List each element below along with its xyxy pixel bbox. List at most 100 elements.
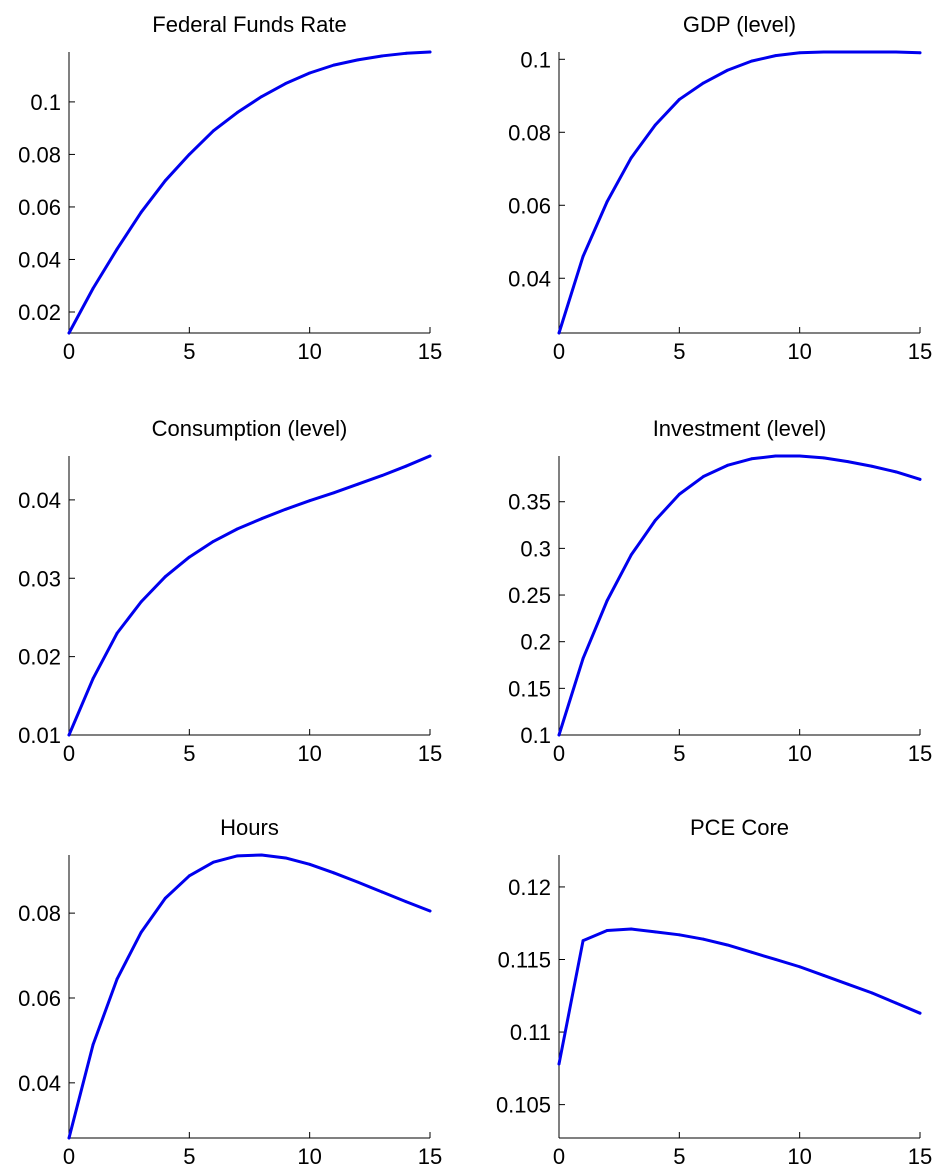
data-point [139,930,143,934]
y-tick-label: 0.08 [18,901,61,926]
y-tick-label: 0.08 [18,142,61,167]
x-tick-label: 10 [787,339,811,364]
chart-title: GDP (level) [683,12,796,37]
chart-panel: Hours 0 5 10 15 0.04 0.06 0.08 [18,815,442,1169]
data-point [822,50,826,54]
series-line [67,50,432,335]
data-point [284,507,287,511]
y-tick-label: 0.04 [18,1071,61,1096]
data-point [428,50,432,54]
x-tick-label: 10 [297,339,321,364]
data-point [67,733,71,737]
data-point [115,977,119,981]
y-tick-label: 0.06 [18,195,61,220]
data-point [260,95,263,99]
data-point [750,457,753,461]
y-tick-label: 0.2 [520,630,551,655]
data-point [428,909,432,913]
data-point [798,965,802,969]
series-line [67,853,432,1140]
data-point [163,896,167,900]
chart-title: Hours [220,815,279,840]
data-point [822,456,826,460]
y-tick-label: 0.35 [508,490,551,515]
y-tick-label: 0.1 [30,90,61,115]
data-point [702,937,705,941]
series-line [557,927,922,1066]
data-point [139,600,143,604]
data-point [798,51,802,55]
series-line [67,454,432,737]
x-tick-label: 15 [418,1144,442,1169]
data-point [236,854,239,858]
y-tick-label: 0.04 [508,266,551,291]
data-point [139,210,143,214]
data-point [236,111,239,114]
data-point [870,464,874,468]
data-point [726,68,729,72]
data-point [557,733,561,737]
x-tick-label: 15 [908,1144,932,1169]
data-point [677,492,681,496]
series-line [557,454,922,737]
data-point [605,200,609,204]
data-point [702,81,705,85]
series-line [557,50,922,335]
data-point [750,59,753,63]
data-point [822,974,826,977]
data-point [380,474,384,477]
data-point [918,477,922,481]
data-point [653,123,657,127]
data-point [67,331,71,335]
data-point [380,54,384,58]
data-point [428,454,432,458]
x-tick-label: 5 [183,339,195,364]
data-point [870,50,874,54]
x-tick-label: 15 [908,741,932,766]
x-tick-label: 10 [297,1144,321,1169]
data-point [91,1043,95,1047]
chart-title: Investment (level) [653,416,827,441]
y-tick-label: 0.02 [18,645,61,670]
data-point [212,129,215,133]
data-point [332,871,336,875]
data-point [894,50,898,54]
data-point [629,156,633,160]
data-point [774,54,777,58]
chart-panel: Consumption (level) 0 5 10 15 0.01 0.02 0.03 0.0… [18,416,442,766]
y-tick-label: 0.105 [496,1093,551,1118]
data-point [356,482,360,486]
y-tick-label: 0.04 [18,488,61,513]
x-tick-label: 5 [183,741,195,766]
data-point [605,929,609,932]
data-point [677,98,681,101]
x-tick-label: 10 [787,741,811,766]
data-point [726,463,729,467]
data-point [846,982,850,986]
y-tick-label: 0.115 [498,947,551,972]
data-point [115,631,119,635]
y-tick-label: 0.25 [508,583,551,608]
data-point [404,51,408,55]
data-point [726,943,729,947]
data-point [163,575,167,579]
data-point [260,853,263,857]
chart-panel: Federal Funds Rate 0 5 10 15 0.02 0.04 0.06 0.08… [18,12,442,364]
data-point [581,254,585,258]
data-point [605,599,609,603]
data-point [284,856,287,860]
data-point [212,540,215,543]
data-point [332,491,336,495]
data-point [404,900,408,904]
data-point [308,71,312,75]
data-point [677,933,681,937]
x-tick-label: 15 [908,339,932,364]
data-point [187,874,191,878]
data-point [356,880,360,884]
data-point [581,657,585,660]
y-tick-label: 0.06 [18,986,61,1011]
y-tick-label: 0.1 [520,723,551,748]
data-point [629,927,633,931]
data-point [308,499,312,503]
